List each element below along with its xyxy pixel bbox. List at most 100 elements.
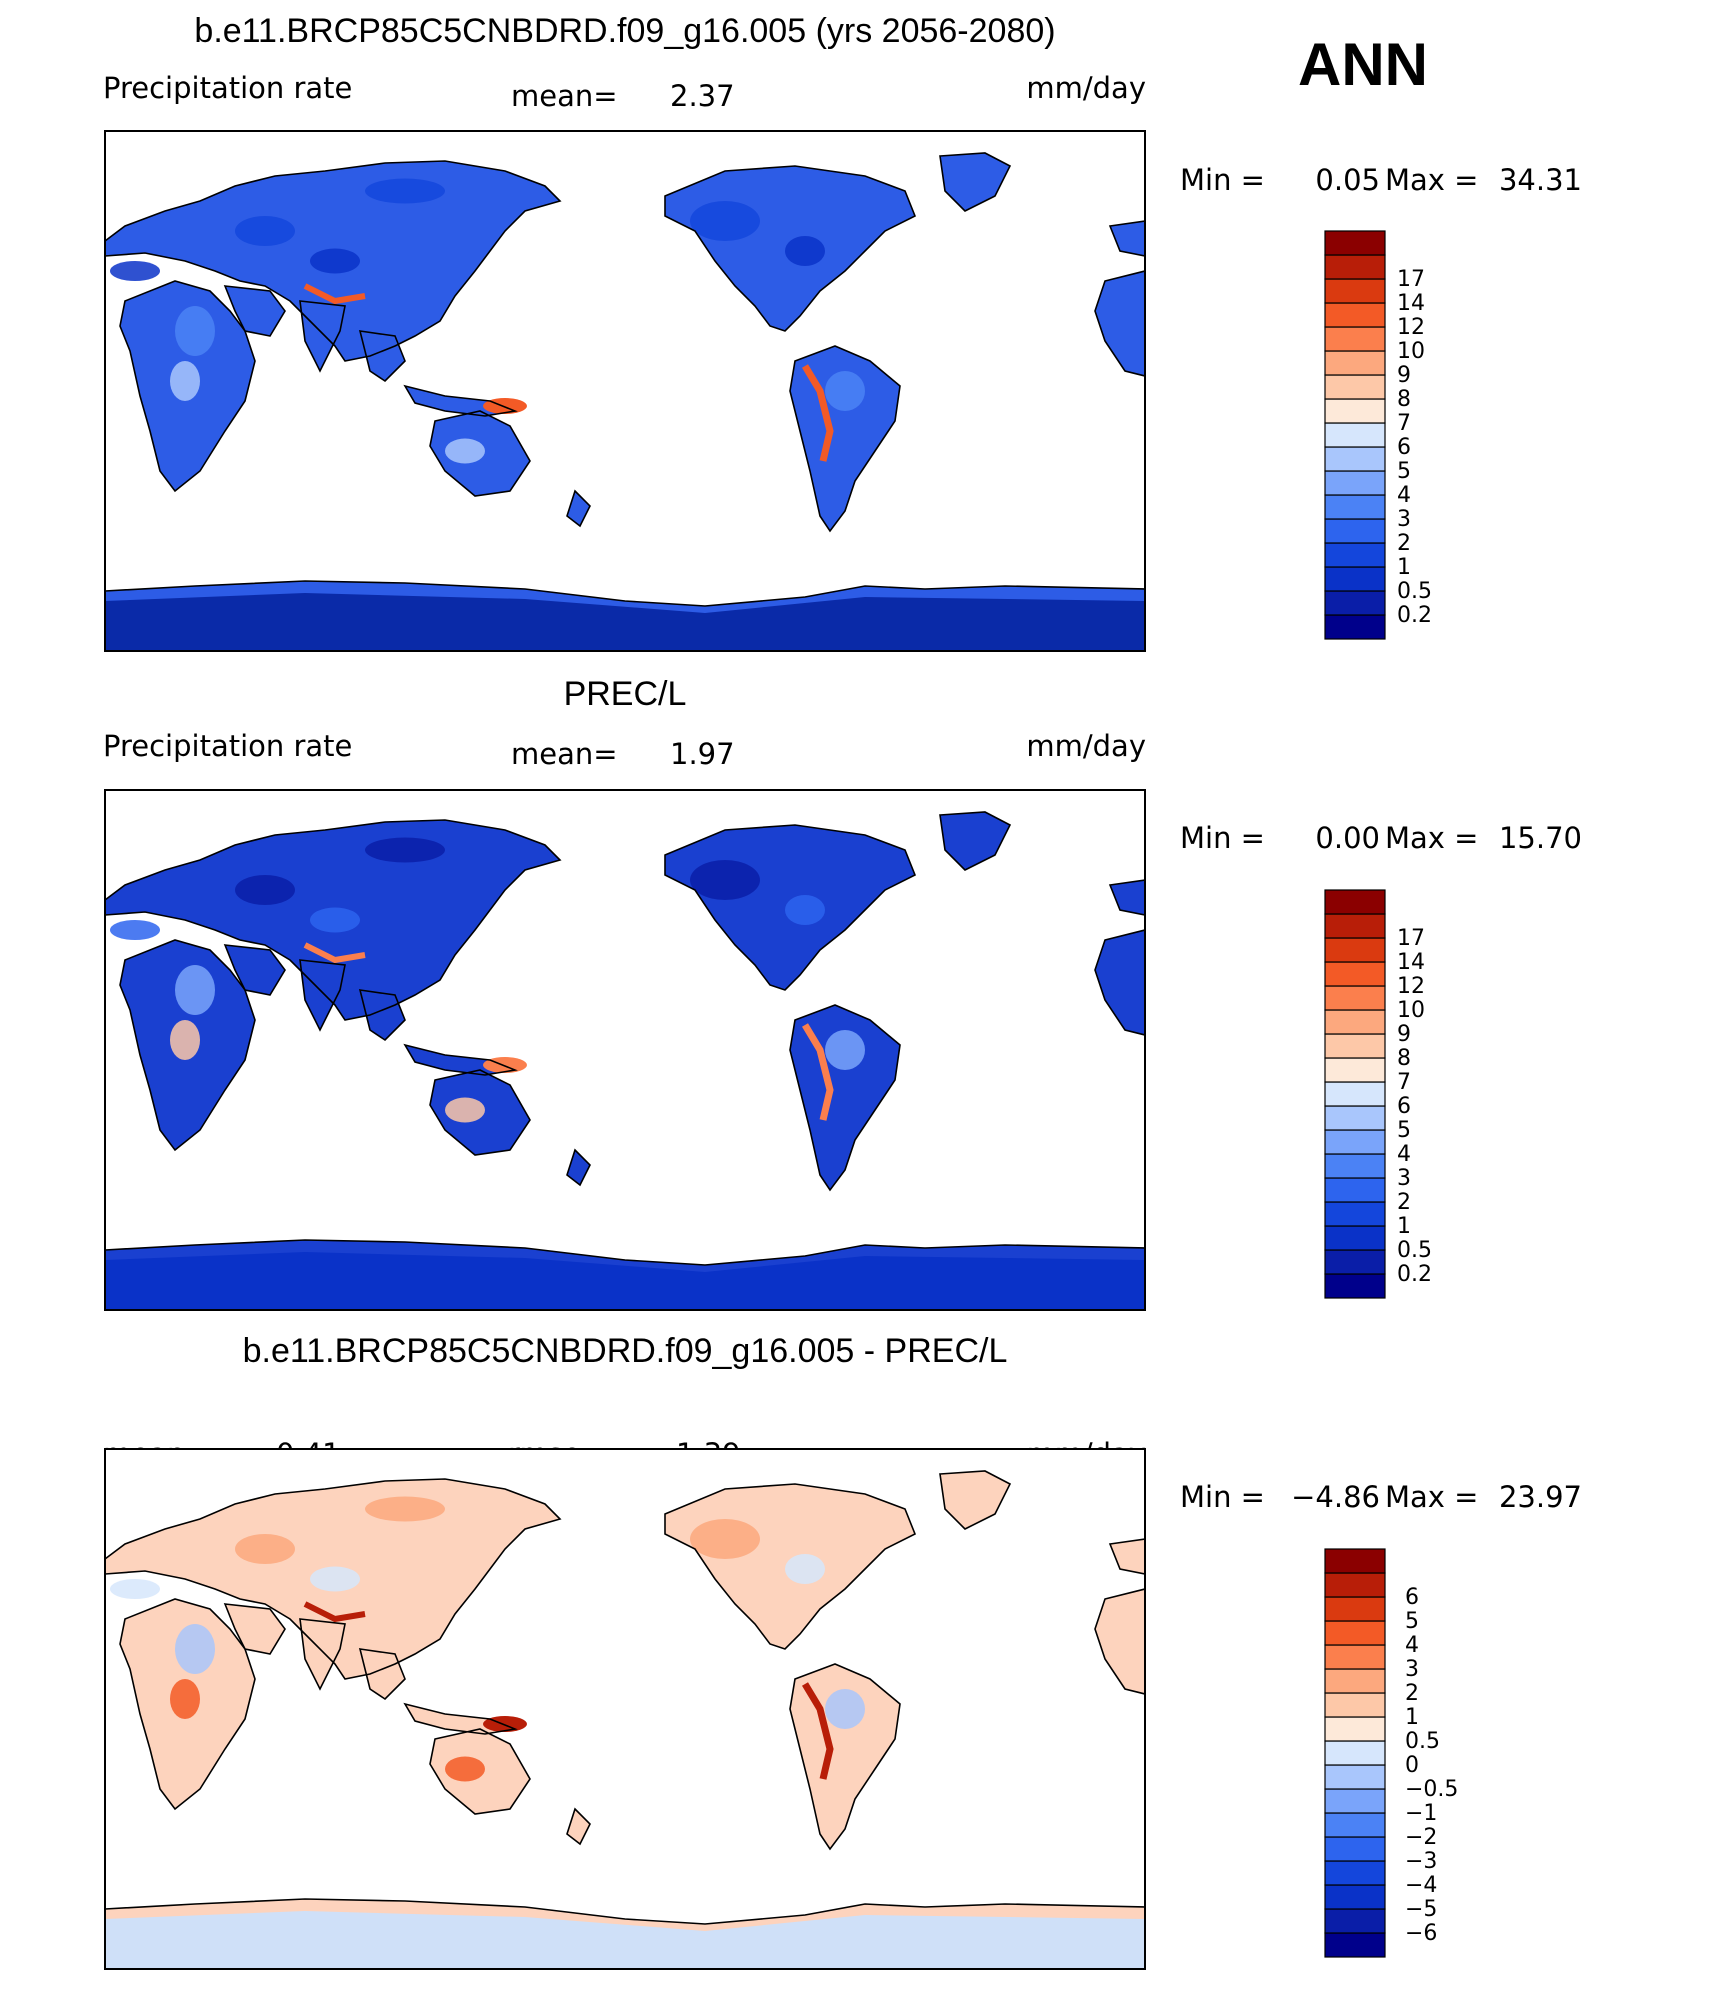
min-value: −4.86 [1291, 1480, 1380, 1514]
colorbar-tick-label: −6 [1405, 1921, 1437, 1946]
field-patch [235, 875, 295, 905]
hot-band [801, 1682, 834, 1780]
field-patch [785, 895, 825, 925]
field-patch [785, 1554, 825, 1584]
colorbar-box [1324, 230, 1386, 256]
colorbar-box [1324, 1860, 1386, 1886]
field-patch [825, 371, 865, 411]
colorbar-box [1324, 278, 1386, 304]
variable-label: Precipitation rate [103, 729, 352, 763]
colorbar-box [1324, 326, 1386, 352]
field-patch [170, 1679, 200, 1719]
max-value: 15.70 [1499, 821, 1582, 855]
field-patch [825, 1689, 865, 1729]
field-patch [110, 1579, 160, 1599]
field-patch [175, 306, 215, 356]
field-patch [365, 178, 445, 204]
colorbar-box [1324, 1884, 1386, 1910]
colorbar-box [1324, 470, 1386, 496]
colorbar-box [1324, 422, 1386, 448]
antarctica-fill [105, 1252, 1145, 1310]
colorbar-tick-label: 3 [1405, 1657, 1419, 1682]
colorbar-box [1324, 1201, 1386, 1227]
colorbar-box [1324, 1548, 1386, 1574]
colorbar-tick-label: 12 [1397, 315, 1425, 340]
field-patch [690, 201, 760, 241]
min-value: 0.05 [1315, 163, 1380, 197]
map-frame [104, 789, 1146, 1311]
field-patch [690, 860, 760, 900]
colorbar-box [1324, 1620, 1386, 1646]
colorbar-tick-label: −1 [1405, 1801, 1437, 1826]
colorbar-box [1324, 1644, 1386, 1670]
colorbar-box [1324, 350, 1386, 376]
colorbar-tick-label: −0.5 [1405, 1777, 1458, 1802]
colorbar-tick-label: 6 [1405, 1585, 1419, 1610]
min-value: 0.00 [1315, 821, 1380, 855]
antarctica-fill [105, 593, 1145, 651]
colorbar-tick-label: 3 [1397, 507, 1411, 532]
colorbar-tick-label: 0.5 [1405, 1729, 1440, 1754]
hot-band [801, 1023, 834, 1121]
colorbar-tick-label: 5 [1397, 459, 1411, 484]
max-label: Max = [1385, 163, 1478, 197]
colorbar-box [1324, 1692, 1386, 1718]
map-frame [104, 130, 1146, 652]
min-label: Min = [1180, 163, 1265, 197]
colorbar-box [1324, 590, 1386, 616]
field-patch [445, 438, 485, 464]
colorbar-tick-label: 14 [1397, 950, 1425, 975]
colorbar-box [1324, 961, 1386, 987]
colorbar-tick-label: −2 [1405, 1825, 1437, 1850]
colorbar-tick-label: 5 [1405, 1609, 1419, 1634]
colorbar-tick-label: 2 [1397, 1190, 1411, 1215]
colorbar-tick-label: 17 [1397, 267, 1425, 292]
hot-band [303, 1601, 366, 1623]
colorbar-box [1324, 1225, 1386, 1251]
colorbar-tick-label: 3 [1397, 1166, 1411, 1191]
colorbar-tick-label: 17 [1397, 926, 1425, 951]
colorbar-box [1324, 889, 1386, 915]
field-patch [310, 1566, 360, 1592]
colorbar-box [1324, 1788, 1386, 1814]
map-plot [104, 130, 1146, 652]
colorbar-tick-label: 4 [1397, 1142, 1411, 1167]
colorbar-box [1324, 1812, 1386, 1838]
colorbar-tick-label: 10 [1397, 339, 1425, 364]
map-plot [104, 789, 1146, 1311]
field-patch [235, 1534, 295, 1564]
colorbar-tick-label: 2 [1397, 531, 1411, 556]
panel-title: PREC/L [564, 675, 687, 713]
max-value: 23.97 [1499, 1480, 1582, 1514]
units-label: mm/day [1026, 729, 1146, 763]
colorbar-tick-label: 0.5 [1397, 1238, 1432, 1263]
field-patch [785, 236, 825, 266]
hot-band [801, 364, 834, 462]
colorbar-tick-label: 2 [1405, 1681, 1419, 1706]
colorbar-tick-label: 4 [1405, 1633, 1419, 1658]
colorbar-box [1324, 1081, 1386, 1107]
colorbar-tick-label: 1 [1405, 1705, 1419, 1730]
panel-2: PREC/L Precipitation rate mean= 1.97 mm/day M… [103, 675, 1582, 1311]
colorbar-tick-label: 9 [1397, 1022, 1411, 1047]
colorbar-tick-label: 1 [1397, 555, 1411, 580]
field-patch [825, 1030, 865, 1070]
colorbar-tick-label: 6 [1397, 435, 1411, 460]
colorbar-tick-label: 0.2 [1397, 603, 1432, 628]
colorbar-box [1324, 1596, 1386, 1622]
field-patch [445, 1097, 485, 1123]
colorbar-tick-label: −5 [1405, 1897, 1437, 1922]
colorbar-box [1324, 494, 1386, 520]
antarctica-fill [105, 1911, 1145, 1969]
mean-value: 2.37 [670, 79, 735, 113]
mean-label: mean= [511, 79, 618, 113]
field-patch [445, 1756, 485, 1782]
max-label: Max = [1385, 821, 1478, 855]
colorbar-box [1324, 1836, 1386, 1862]
map-frame [104, 1448, 1146, 1970]
colorbar-tick-label: 0 [1405, 1753, 1419, 1778]
colorbar-box [1324, 446, 1386, 472]
